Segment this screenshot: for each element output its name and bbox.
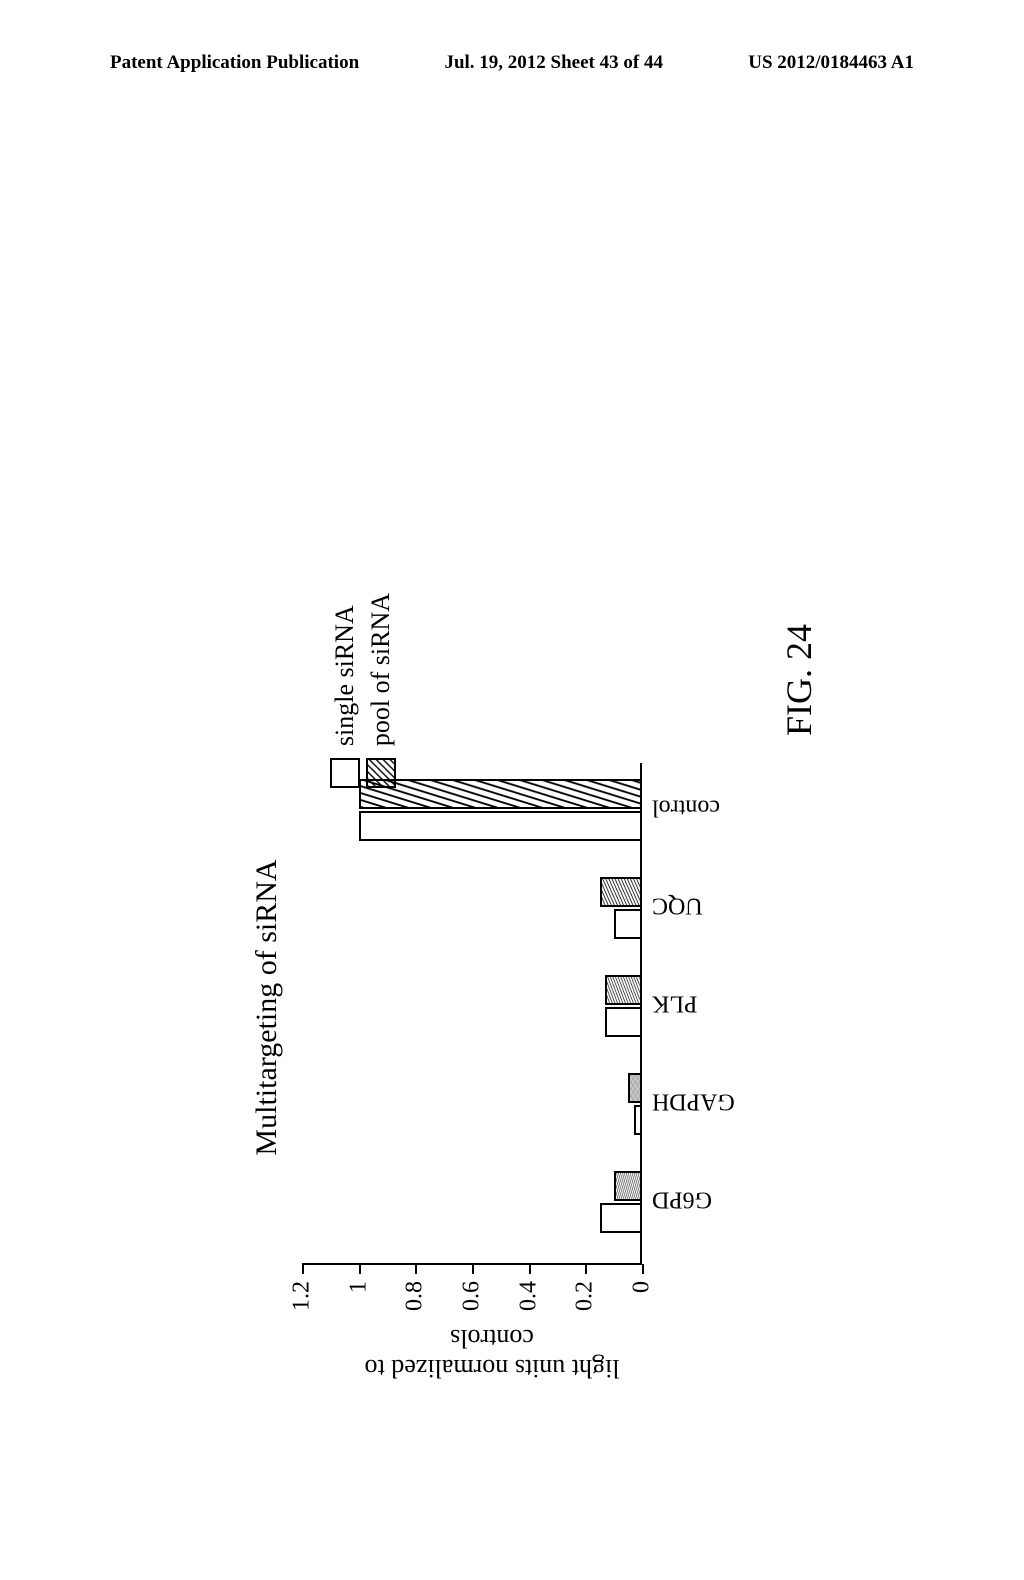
y-tick bbox=[529, 1264, 531, 1274]
bar-single bbox=[600, 1203, 643, 1233]
bar-single bbox=[614, 909, 642, 939]
bar-single bbox=[634, 1105, 643, 1135]
bar-single bbox=[605, 1007, 642, 1037]
bar-single bbox=[359, 811, 642, 841]
x-category-label: G6PD bbox=[642, 1186, 712, 1213]
y-axis: 00.20.40.60.811.2 bbox=[302, 1263, 642, 1323]
y-axis-title: light units normalized to controls bbox=[365, 1323, 620, 1383]
bar-chart: Multitargeting of siRNA light units norm… bbox=[250, 435, 770, 1415]
x-category-label: GAPDH bbox=[642, 1088, 735, 1115]
y-tick-label: 1 bbox=[345, 1281, 372, 1293]
header-right: US 2012/0184463 A1 bbox=[748, 52, 914, 74]
y-tick-label: 0 bbox=[629, 1281, 656, 1293]
legend-label-single: single siRNA bbox=[330, 605, 360, 746]
y-tick-label: 0.2 bbox=[572, 1281, 599, 1311]
chart-title: Multitargeting of siRNA bbox=[250, 435, 284, 1580]
legend-label-pool: pool of siRNA bbox=[366, 593, 396, 746]
y-tick-label: 0.8 bbox=[402, 1281, 429, 1311]
x-category-label: UQC bbox=[642, 892, 703, 919]
figure: Multitargeting of siRNA light units norm… bbox=[115, 165, 895, 1195]
y-tick-label: 1.2 bbox=[289, 1281, 316, 1311]
legend: single siRNA pool of siRNA bbox=[330, 593, 402, 788]
y-tick bbox=[359, 1264, 361, 1274]
y-tick bbox=[415, 1264, 417, 1274]
figure-caption: FIG. 24 bbox=[778, 624, 820, 736]
bar-pool bbox=[614, 1171, 642, 1201]
header-center: Jul. 19, 2012 Sheet 43 of 44 bbox=[444, 52, 663, 74]
bar-pool bbox=[605, 975, 642, 1005]
y-tick bbox=[642, 1264, 644, 1274]
y-tick bbox=[472, 1264, 474, 1274]
legend-pool: pool of siRNA bbox=[366, 593, 396, 788]
x-category-label: PLK bbox=[642, 990, 697, 1017]
legend-swatch-single bbox=[330, 758, 360, 788]
bar-pool bbox=[600, 877, 643, 907]
page-header: Patent Application Publication Jul. 19, … bbox=[0, 52, 1024, 74]
y-tick-label: 0.4 bbox=[515, 1281, 542, 1311]
y-tick-label: 0.6 bbox=[459, 1281, 486, 1311]
legend-swatch-pool bbox=[366, 758, 396, 788]
header-left: Patent Application Publication bbox=[110, 52, 359, 74]
legend-single: single siRNA bbox=[330, 593, 360, 788]
y-tick bbox=[302, 1264, 304, 1274]
plot-area: light units normalized to controls 00.20… bbox=[302, 763, 682, 1323]
x-category-label: control bbox=[642, 794, 720, 821]
y-tick bbox=[585, 1264, 587, 1274]
bars-container: G6PDGAPDHPLKUQCcontrol bbox=[302, 763, 642, 1263]
bar-pool bbox=[628, 1073, 642, 1103]
